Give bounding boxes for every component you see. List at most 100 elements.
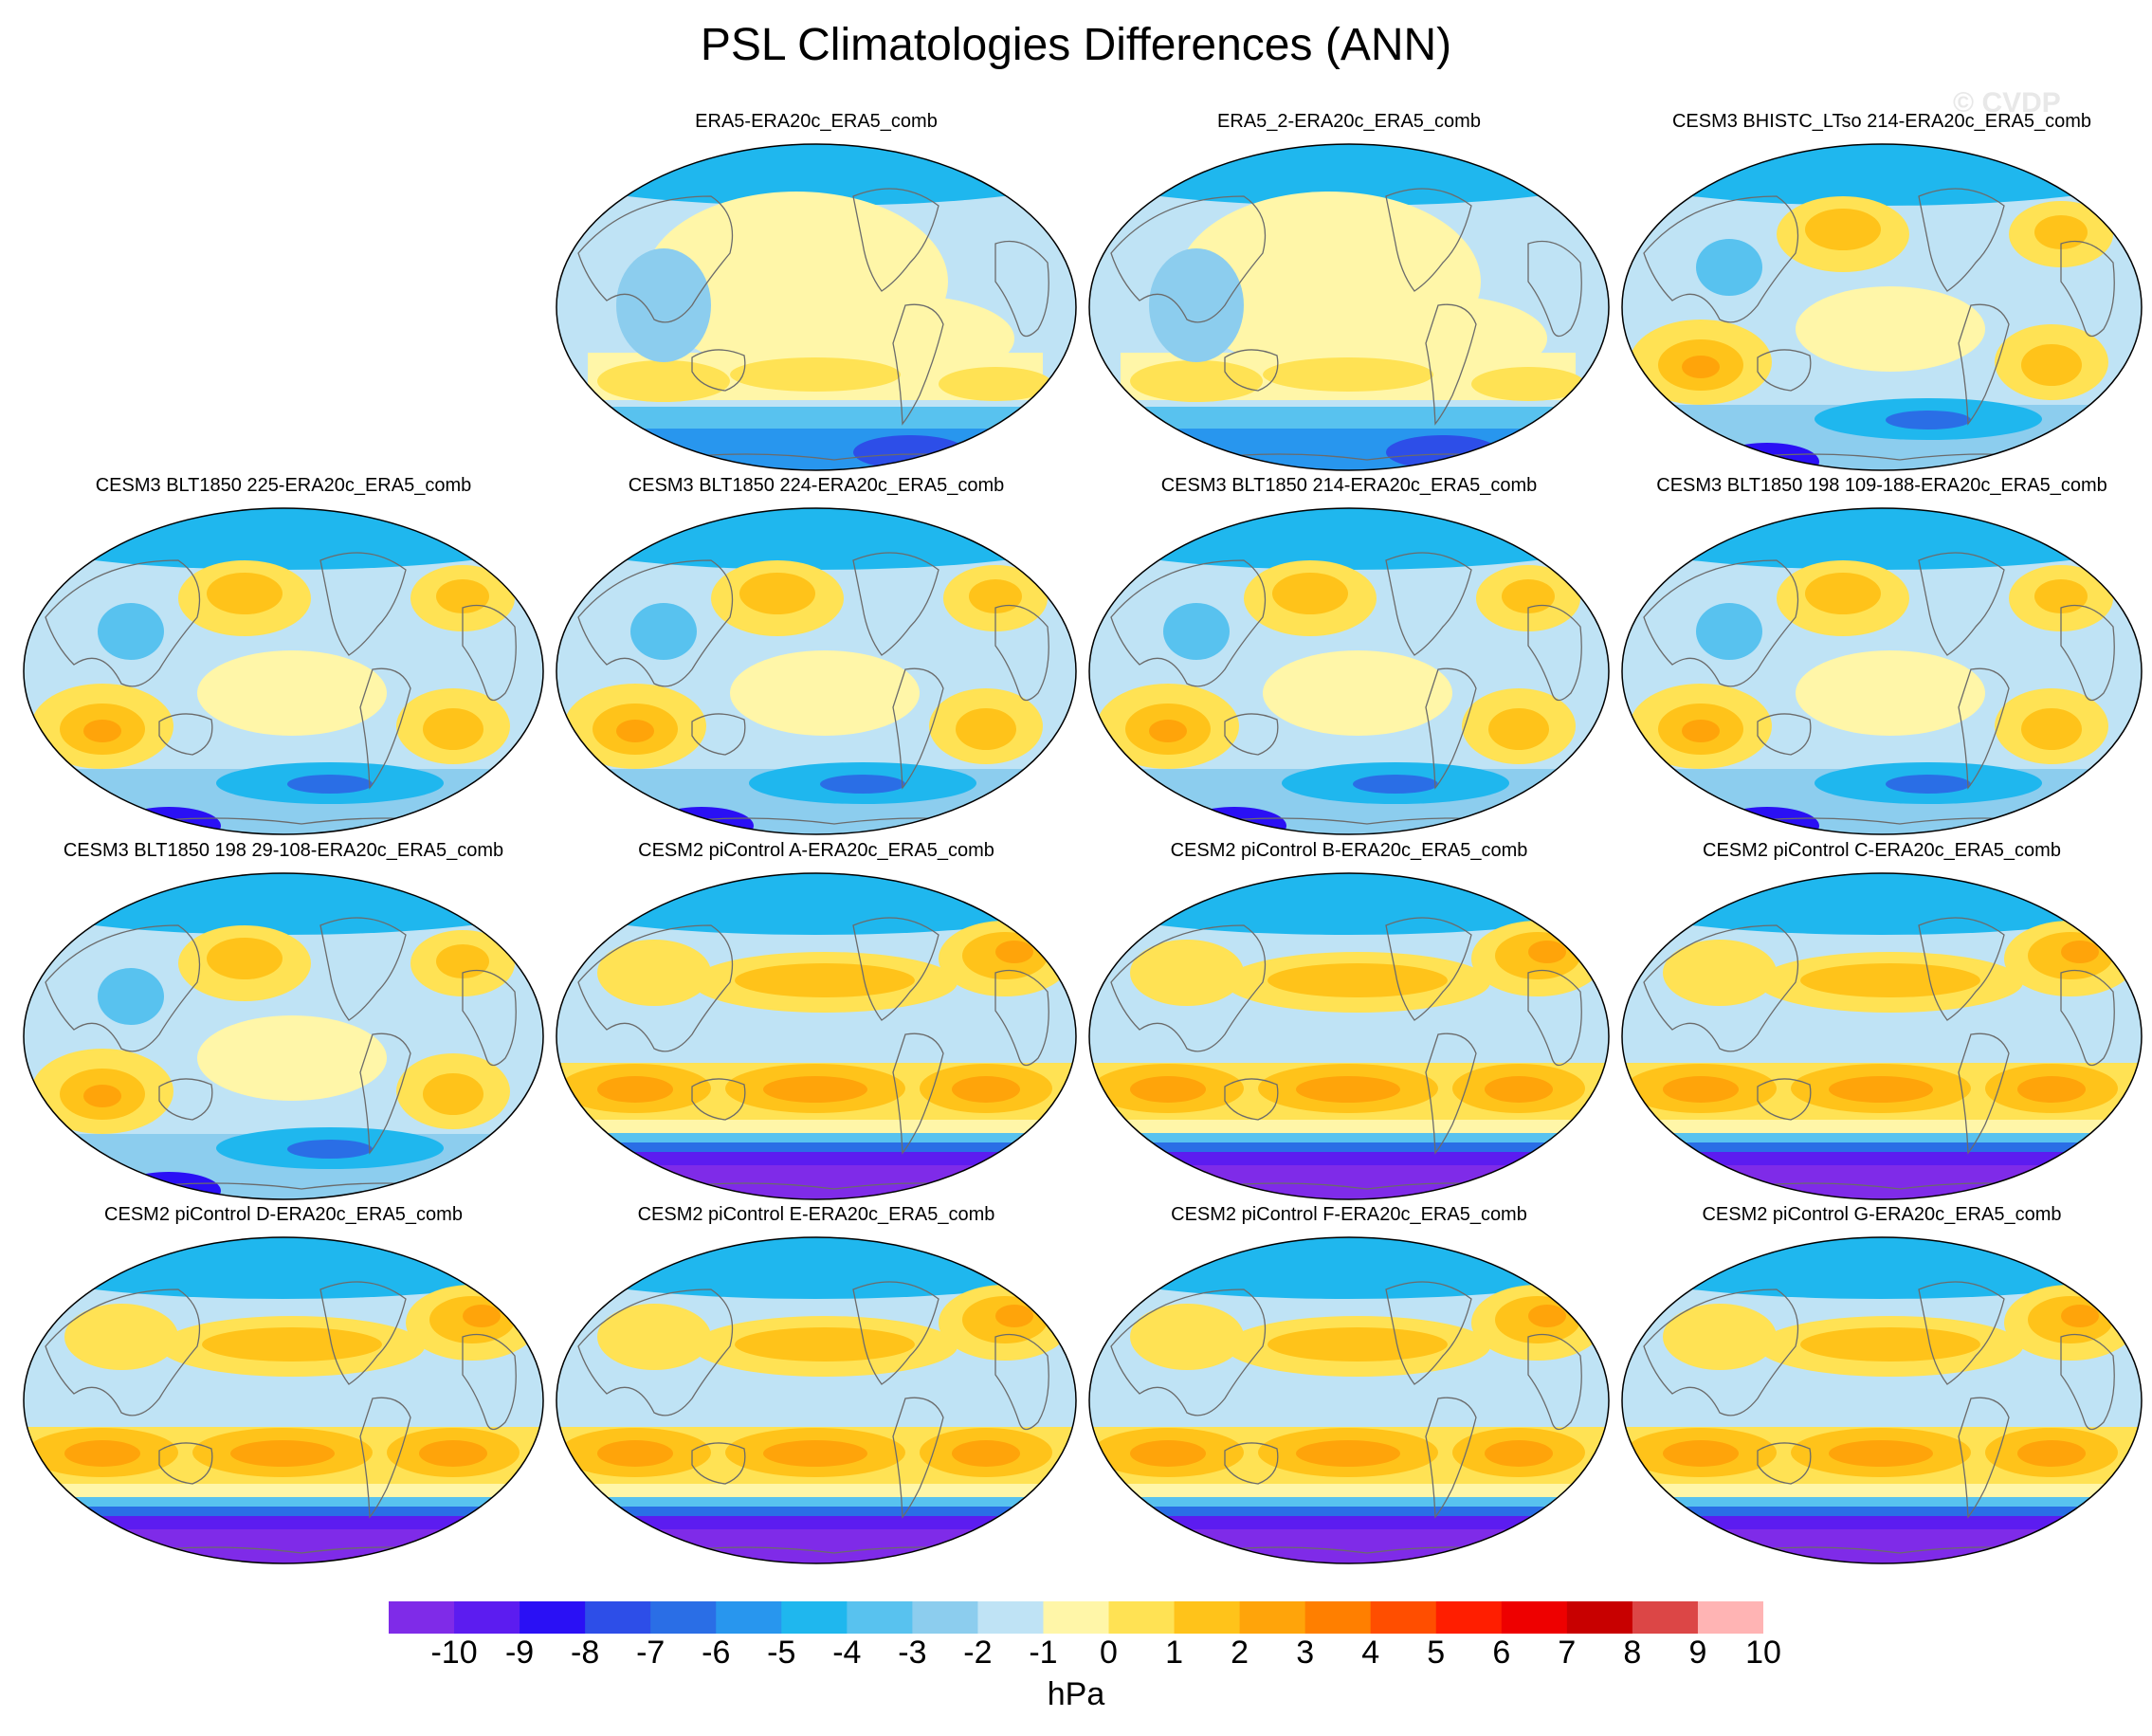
asia-negative-area [1696, 603, 1762, 660]
coast-south-america [1425, 303, 1477, 426]
south-indian-high [1130, 360, 1263, 402]
coast-asia [1643, 1288, 1799, 1416]
coast-asia [45, 924, 201, 1052]
north-pacific-high-core [207, 938, 283, 979]
coast-africa [994, 1333, 1049, 1431]
colorbar-tick-label: 5 [1427, 1635, 1446, 1671]
coast-south-america [359, 1397, 411, 1519]
asia-negative-area [1163, 603, 1230, 660]
north-pacific-high-core [1805, 209, 1881, 250]
colorbar-swatch [1632, 1601, 1699, 1634]
coast-africa [2060, 240, 2115, 338]
south-pacific-high [730, 357, 901, 392]
colorbar-swatch [1174, 1601, 1241, 1634]
north-atlantic-high-peak [463, 1305, 501, 1327]
coast-asia [577, 195, 734, 323]
coast-north-america [852, 552, 939, 656]
south-atlantic-high-core [952, 1076, 1020, 1103]
south-atlantic-high-core [1488, 708, 1549, 750]
south-pacific-high-core [1296, 1076, 1400, 1103]
colorbar-swatch [650, 1601, 717, 1634]
asia-negative-area [98, 968, 164, 1025]
south-indian-high-peak [1682, 720, 1720, 742]
coast-africa [462, 969, 517, 1067]
map-border [1621, 143, 2143, 471]
colorbar-swatch [520, 1601, 586, 1634]
coast-asia [1110, 924, 1267, 1052]
coast-asia [1110, 1288, 1267, 1416]
map-panel: CESM3 BHISTC_LTso 214-ERA20c_ERA5_comb [1615, 111, 2148, 475]
colorbar-swatch [1304, 1601, 1372, 1634]
coast-australia [1757, 349, 1812, 392]
colorbar-swatch [1697, 1601, 1763, 1634]
south-pacific-high-core [763, 1076, 867, 1103]
map-panel-grid: ERA5-ERA20c_ERA5_comb ERA5_2-ERA20c_ERA5_… [23, 111, 2148, 1564]
coast-africa [2060, 604, 2115, 702]
colorbar-swatch [1239, 1601, 1306, 1634]
map-panel: ERA5_2-ERA20c_ERA5_comb [1083, 111, 1615, 475]
colorbar-tick-label: 4 [1361, 1635, 1380, 1671]
colorbar-tick-label: -6 [702, 1635, 731, 1671]
south-indian-high-core [1663, 1440, 1739, 1467]
south-atlantic-high-core [2021, 708, 2082, 750]
map-panel: CESM2 piControl D-ERA20c_ERA5_comb [17, 1204, 550, 1568]
coastlines [45, 917, 517, 1192]
coast-north-america [1918, 1281, 2005, 1385]
coast-africa [994, 969, 1049, 1067]
north-atlantic-high-peak [2061, 941, 2099, 963]
south-atlantic-high [939, 367, 1052, 401]
coast-north-america [1918, 552, 2005, 656]
coast-australia [1224, 1078, 1279, 1121]
panel-title: CESM3 BLT1850 224-ERA20c_ERA5_comb [628, 475, 1005, 496]
colorbar-tick-label: -3 [898, 1635, 927, 1671]
coast-asia [1643, 195, 1799, 323]
southern-low-core [287, 775, 373, 794]
panel-title: CESM2 piControl F-ERA20c_ERA5_comb [1171, 1204, 1527, 1225]
map-panel: CESM2 piControl A-ERA20c_ERA5_comb [550, 840, 1083, 1204]
arctic-band-core [24, 508, 543, 570]
coast-south-america [892, 1032, 944, 1155]
coast-africa [462, 604, 517, 702]
southern-transition-band [1622, 1484, 2142, 1497]
coast-australia [158, 1078, 213, 1121]
coast-south-america [359, 667, 411, 790]
coast-australia [1224, 349, 1279, 392]
map-border [556, 872, 1077, 1200]
coast-asia [45, 1288, 201, 1416]
south-indian-high [597, 360, 730, 402]
map-border [556, 1236, 1077, 1564]
antarctic-band [556, 1152, 1076, 1165]
antarctic-low [853, 435, 967, 469]
antarctic-band [556, 1516, 1076, 1529]
north-atlantic-high-peak [2061, 1305, 2099, 1327]
southern-low-core [1886, 775, 1971, 794]
tropical-pacific-area [1263, 650, 1452, 736]
coast-africa [2060, 1333, 2115, 1431]
map-border [1088, 507, 1610, 835]
southern-ocean-band-strong [556, 1142, 1076, 1152]
north-pacific-high-core [1800, 1327, 1980, 1361]
coast-africa [1527, 969, 1582, 1067]
coast-africa [462, 1333, 517, 1431]
south-atlantic-high-core [2017, 1076, 2086, 1103]
south-pacific-high-core [1829, 1440, 1933, 1467]
antarctic-band [1089, 1516, 1609, 1529]
coast-south-america [892, 1397, 944, 1519]
map-border [1621, 1236, 2143, 1564]
southern-low-core [1353, 775, 1438, 794]
colorbar-swatch [847, 1601, 913, 1634]
colorbar-swatch [716, 1601, 782, 1634]
coast-asia [1643, 559, 1799, 687]
map-panel: CESM2 piControl G-ERA20c_ERA5_comb [1615, 1204, 2148, 1568]
colorbar-tick-label: -7 [636, 1635, 666, 1671]
south-indian-high-core [64, 1440, 140, 1467]
north-pacific-high-core [1267, 1327, 1448, 1361]
colorbar-tick-label: 6 [1492, 1635, 1511, 1671]
antarctic-core [1622, 1165, 2142, 1199]
north-pacific-high-core [735, 963, 915, 997]
south-atlantic-high-core [1485, 1440, 1553, 1467]
map-plot [556, 872, 1077, 1200]
southern-ocean-band-strong [1622, 1507, 2142, 1516]
antarctic-band [1089, 1152, 1609, 1165]
coast-australia [1224, 713, 1279, 756]
